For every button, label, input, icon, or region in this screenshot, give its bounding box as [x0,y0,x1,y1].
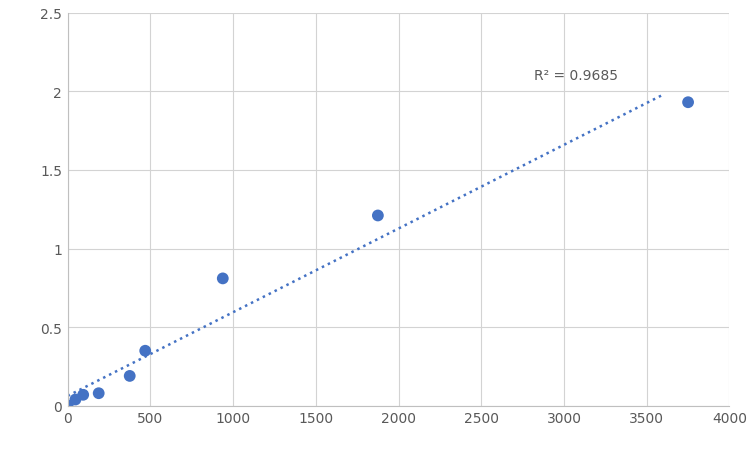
Point [77,391,89,399]
Text: R² = 0.9685: R² = 0.9685 [534,69,618,83]
Point [139,347,151,354]
Point [92,390,105,397]
Point [682,99,694,106]
Point [217,275,229,282]
Point [371,212,384,220]
Point [123,373,135,380]
Point [69,396,81,403]
Point [62,402,74,409]
